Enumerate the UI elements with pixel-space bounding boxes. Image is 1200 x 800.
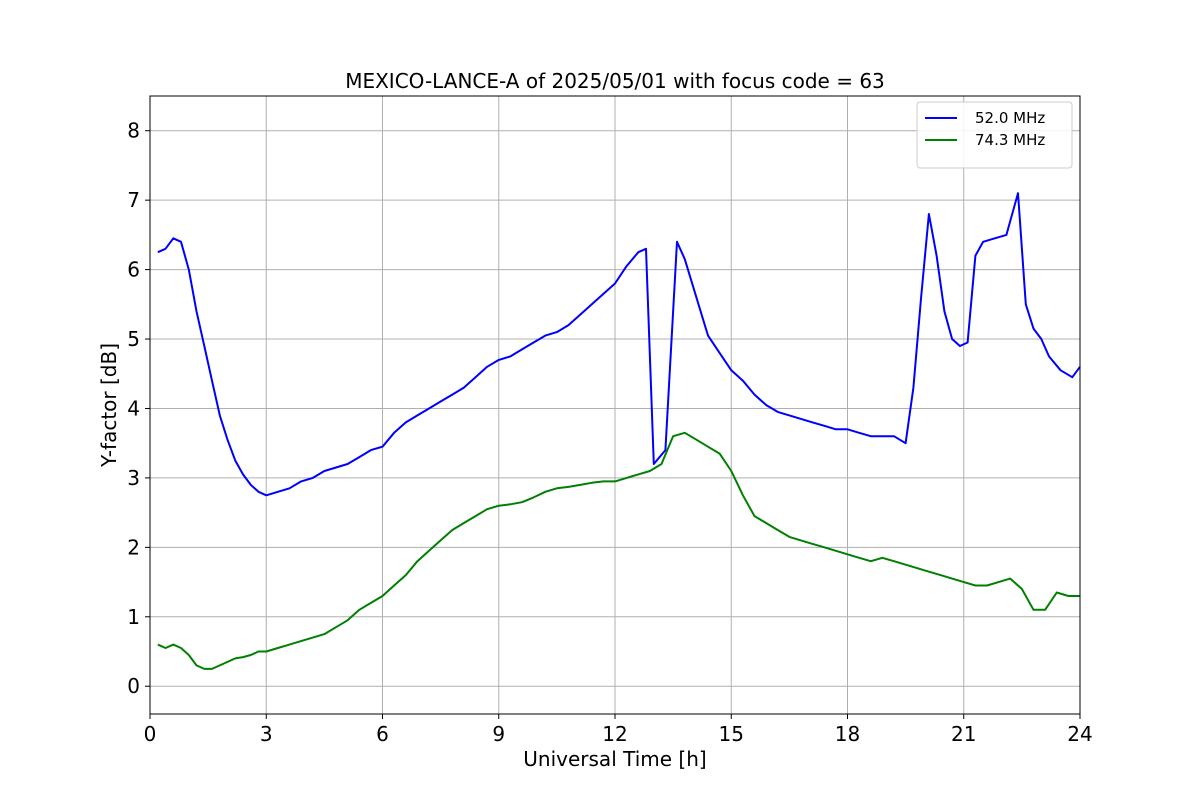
x-axis-label: Universal Time [h] xyxy=(523,747,706,771)
legend-label: 74.3 MHz xyxy=(975,131,1045,149)
x-tick-label: 15 xyxy=(719,722,744,746)
x-tick-label: 9 xyxy=(492,722,505,746)
series-layer xyxy=(157,192,1081,670)
y-tick-label: 0 xyxy=(127,674,140,698)
legend-label: 52.0 MHz xyxy=(975,109,1045,127)
y-tick-label: 3 xyxy=(127,466,140,490)
x-tick-label: 21 xyxy=(951,722,976,746)
x-tick-label: 24 xyxy=(1067,722,1092,746)
y-tick-label: 4 xyxy=(127,396,140,420)
series-line-1 xyxy=(157,192,1081,497)
series-line-2 xyxy=(157,431,1080,670)
y-tick-label: 8 xyxy=(127,119,140,143)
y-tick-label: 1 xyxy=(127,605,140,629)
y-tick-label: 5 xyxy=(127,327,140,351)
legend: 52.0 MHz 74.3 MHz xyxy=(916,101,1073,169)
x-tick-label: 3 xyxy=(260,722,273,746)
x-tick-label: 0 xyxy=(144,722,157,746)
x-tick-label: 6 xyxy=(376,722,389,746)
y-tick-label: 7 xyxy=(127,188,140,212)
chart-title: MEXICO-LANCE-A of 2025/05/01 with focus … xyxy=(345,69,885,93)
y-tick-label: 6 xyxy=(127,258,140,282)
x-tick-label: 12 xyxy=(602,722,627,746)
y-tick-label: 2 xyxy=(127,535,140,559)
y-axis-label: Y-factor [dB] xyxy=(97,343,121,468)
x-tick-label: 18 xyxy=(835,722,860,746)
